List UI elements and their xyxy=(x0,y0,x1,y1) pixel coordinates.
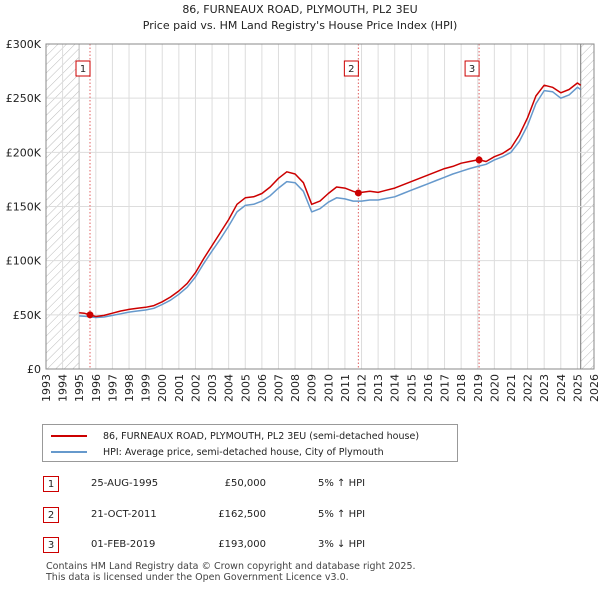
y-tick-label: £0 xyxy=(27,363,41,376)
plot-frame xyxy=(45,43,595,370)
legend-item-hpi: HPI: Average price, semi-detached house,… xyxy=(51,444,384,460)
sale-row: 2 21-OCT-2011 £162,500 5% ↑ HPI xyxy=(0,507,600,527)
x-tick-label: 2006 xyxy=(256,374,269,402)
x-tick-label: 2016 xyxy=(422,374,435,402)
sale-number: 2 xyxy=(43,507,59,523)
series-line-property xyxy=(79,82,582,318)
x-tick-label: 2007 xyxy=(272,374,285,402)
sale-label-box xyxy=(75,60,91,77)
sale-label-number: 3 xyxy=(469,64,475,75)
y-tick-label: £200K xyxy=(6,146,42,159)
series-line-hpi xyxy=(79,86,582,319)
sale-hpi-diff: 5% ↑ HPI xyxy=(318,509,366,520)
x-tick-label: 2026 xyxy=(588,374,600,402)
x-tick-label: 2013 xyxy=(372,374,385,402)
x-tick-label: 2025 xyxy=(571,374,584,402)
y-tick-label: £150K xyxy=(6,201,42,214)
x-tick-label: 2001 xyxy=(173,374,186,402)
x-tick-label: 2024 xyxy=(555,374,568,402)
sale-price: £162,500 xyxy=(218,509,266,520)
sale-number: 1 xyxy=(43,476,59,492)
x-tick-label: 2002 xyxy=(189,374,202,402)
sale-label-number: 2 xyxy=(348,64,354,75)
sale-price: £193,000 xyxy=(218,539,266,550)
sale-date: 01-FEB-2019 xyxy=(91,539,156,550)
sale-point xyxy=(354,189,362,197)
x-tick-label: 2020 xyxy=(488,374,501,402)
y-tick-label: £100K xyxy=(6,255,42,268)
y-tick-label: £250K xyxy=(6,92,42,105)
legend-label-hpi: HPI: Average price, semi-detached house,… xyxy=(103,446,384,458)
sale-hpi-diff: 5% ↑ HPI xyxy=(318,478,366,489)
x-tick-label: 2000 xyxy=(156,374,169,402)
sale-price: £50,000 xyxy=(224,478,266,489)
x-tick-label: 2022 xyxy=(522,374,535,402)
footer: Contains HM Land Registry data © Crown c… xyxy=(46,561,416,583)
sale-row: 3 01-FEB-2019 £193,000 3% ↓ HPI xyxy=(0,537,600,557)
legend-swatch-hpi xyxy=(51,451,87,453)
sale-point xyxy=(86,311,94,319)
chart-legend: 86, FURNEAUX ROAD, PLYMOUTH, PL2 3EU (se… xyxy=(42,424,458,462)
sale-label-box xyxy=(464,60,480,77)
x-tick-label: 2009 xyxy=(306,374,319,402)
sale-number: 3 xyxy=(43,537,59,553)
x-tick-label: 2023 xyxy=(538,374,551,402)
x-tick-label: 2019 xyxy=(472,374,485,402)
x-tick-label: 1993 xyxy=(40,374,53,402)
x-tick-label: 1995 xyxy=(73,374,86,402)
sale-date: 21-OCT-2011 xyxy=(91,509,157,520)
x-tick-label: 1996 xyxy=(90,374,103,402)
x-tick-label: 2008 xyxy=(289,374,302,402)
x-tick-label: 1997 xyxy=(106,374,119,402)
legend-item-property: 86, FURNEAUX ROAD, PLYMOUTH, PL2 3EU (se… xyxy=(51,428,419,444)
sale-hpi-diff: 3% ↓ HPI xyxy=(318,539,366,550)
chart-subtitle: Price paid vs. HM Land Registry's House … xyxy=(143,19,458,32)
x-tick-label: 2021 xyxy=(505,374,518,402)
footer-copyright: Contains HM Land Registry data © Crown c… xyxy=(46,561,416,572)
x-tick-label: 1999 xyxy=(140,374,153,402)
x-tick-label: 2014 xyxy=(389,374,402,402)
x-tick-label: 2012 xyxy=(356,374,369,402)
x-tick-label: 1998 xyxy=(123,374,136,402)
y-tick-label: £50K xyxy=(13,309,42,322)
x-tick-label: 2015 xyxy=(405,374,418,402)
sale-label-number: 1 xyxy=(80,64,86,75)
x-tick-label: 2018 xyxy=(455,374,468,402)
y-tick-label: £300K xyxy=(6,38,42,51)
x-tick-label: 2017 xyxy=(439,374,452,402)
x-tick-label: 2004 xyxy=(223,374,236,402)
x-tick-label: 2003 xyxy=(206,374,219,402)
sale-label-box xyxy=(343,60,359,77)
sale-row: 1 25-AUG-1995 £50,000 5% ↑ HPI xyxy=(0,476,600,496)
x-tick-label: 2010 xyxy=(322,374,335,402)
sale-point xyxy=(475,156,483,164)
sale-date: 25-AUG-1995 xyxy=(91,478,159,489)
legend-label-property: 86, FURNEAUX ROAD, PLYMOUTH, PL2 3EU (se… xyxy=(103,430,420,442)
x-tick-label: 2011 xyxy=(339,374,352,402)
footer-licence: This data is licensed under the Open Gov… xyxy=(46,572,349,583)
price-chart: 86, FURNEAUX ROAD, PLYMOUTH, PL2 3EU Pri… xyxy=(6,3,600,402)
chart-title: 86, FURNEAUX ROAD, PLYMOUTH, PL2 3EU xyxy=(182,3,417,16)
x-tick-label: 1994 xyxy=(57,374,70,402)
x-tick-label: 2005 xyxy=(239,374,252,402)
legend-swatch-property xyxy=(51,435,87,437)
